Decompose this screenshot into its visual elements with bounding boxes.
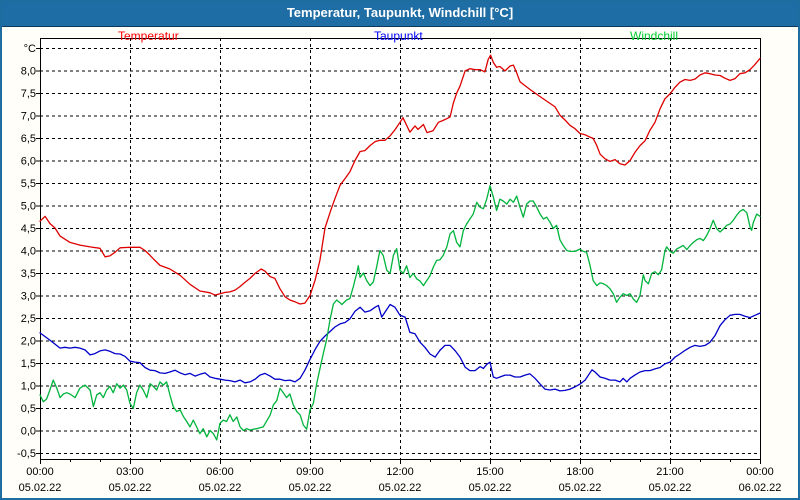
x-tick-date: 05.02.22	[469, 482, 512, 494]
x-tick-date: 05.02.22	[289, 482, 332, 494]
x-tick-time: 18:00	[566, 466, 594, 478]
x-tick-date: 05.02.22	[19, 482, 62, 494]
grid-lines	[40, 38, 760, 459]
legend-item-windchill: Windchill	[630, 29, 679, 43]
x-tick-time: 03:00	[116, 466, 144, 478]
y-tick-label: 2,0	[21, 336, 36, 348]
y-tick-label: 0,0	[21, 426, 36, 438]
y-tick-label: 1,5	[21, 358, 36, 370]
x-tick-date: 05.02.22	[199, 482, 242, 494]
y-tick-label: 5,0	[21, 201, 36, 213]
y-axis-unit: °C	[24, 43, 36, 55]
x-tick-time: 21:00	[656, 466, 684, 478]
legend: Temperatur Taupunkt Windchill	[0, 29, 800, 43]
chart-title: Temperatur, Taupunkt, Windchill [°C]	[286, 5, 514, 20]
x-tick-time: 06:00	[206, 466, 234, 478]
title-bar: Temperatur, Taupunkt, Windchill [°C]	[0, 0, 800, 27]
x-tick-date: 05.02.22	[559, 482, 602, 494]
y-tick-label: 8,0	[21, 66, 36, 78]
y-tick-label: 1,0	[21, 381, 36, 393]
y-tick-label: 3,5	[21, 268, 36, 280]
series-line-taupunkt	[39, 303, 761, 392]
y-axis-labels: °C 8,0 7,5 7,0 6,5 6,0 5,5 5,0 4,5 4,0 3,5 3,0 2,5 2,…	[17, 43, 36, 460]
x-tick-date: 05.02.22	[109, 482, 152, 494]
y-tick-label: 5,5	[21, 178, 36, 190]
x-axis-labels: 00:00 05.02.22 03:00 05.02.22 06:00 05.02.22 0…	[19, 466, 782, 494]
y-tick-label: 7,0	[21, 111, 36, 123]
x-tick-time: 15:00	[476, 466, 504, 478]
x-tick-time: 12:00	[386, 466, 414, 478]
series-line-temperatur	[39, 54, 761, 305]
y-tick-label: 6,0	[21, 156, 36, 168]
legend-item-temperatur: Temperatur	[118, 29, 179, 43]
y-tick-label: 4,0	[21, 246, 36, 258]
series-line-windchill	[39, 185, 761, 441]
y-tick-label: 0,5	[21, 403, 36, 415]
axes-frame	[36, 38, 761, 464]
x-tick-date: 05.02.22	[649, 482, 692, 494]
x-tick-time: 00:00	[26, 466, 54, 478]
x-tick-time: 00:00	[746, 466, 774, 478]
y-tick-label: 2,5	[21, 313, 36, 325]
x-tick-date: 06.02.22	[739, 482, 782, 494]
x-tick-time: 09:00	[296, 466, 324, 478]
y-tick-label: 4,5	[21, 223, 36, 235]
y-tick-label: 7,5	[21, 88, 36, 100]
y-tick-label: -0,5	[17, 448, 36, 460]
legend-item-taupunkt: Taupunkt	[374, 29, 423, 43]
y-tick-label: 3,0	[21, 291, 36, 303]
y-tick-label: 6,5	[21, 133, 36, 145]
x-tick-date: 05.02.22	[379, 482, 422, 494]
